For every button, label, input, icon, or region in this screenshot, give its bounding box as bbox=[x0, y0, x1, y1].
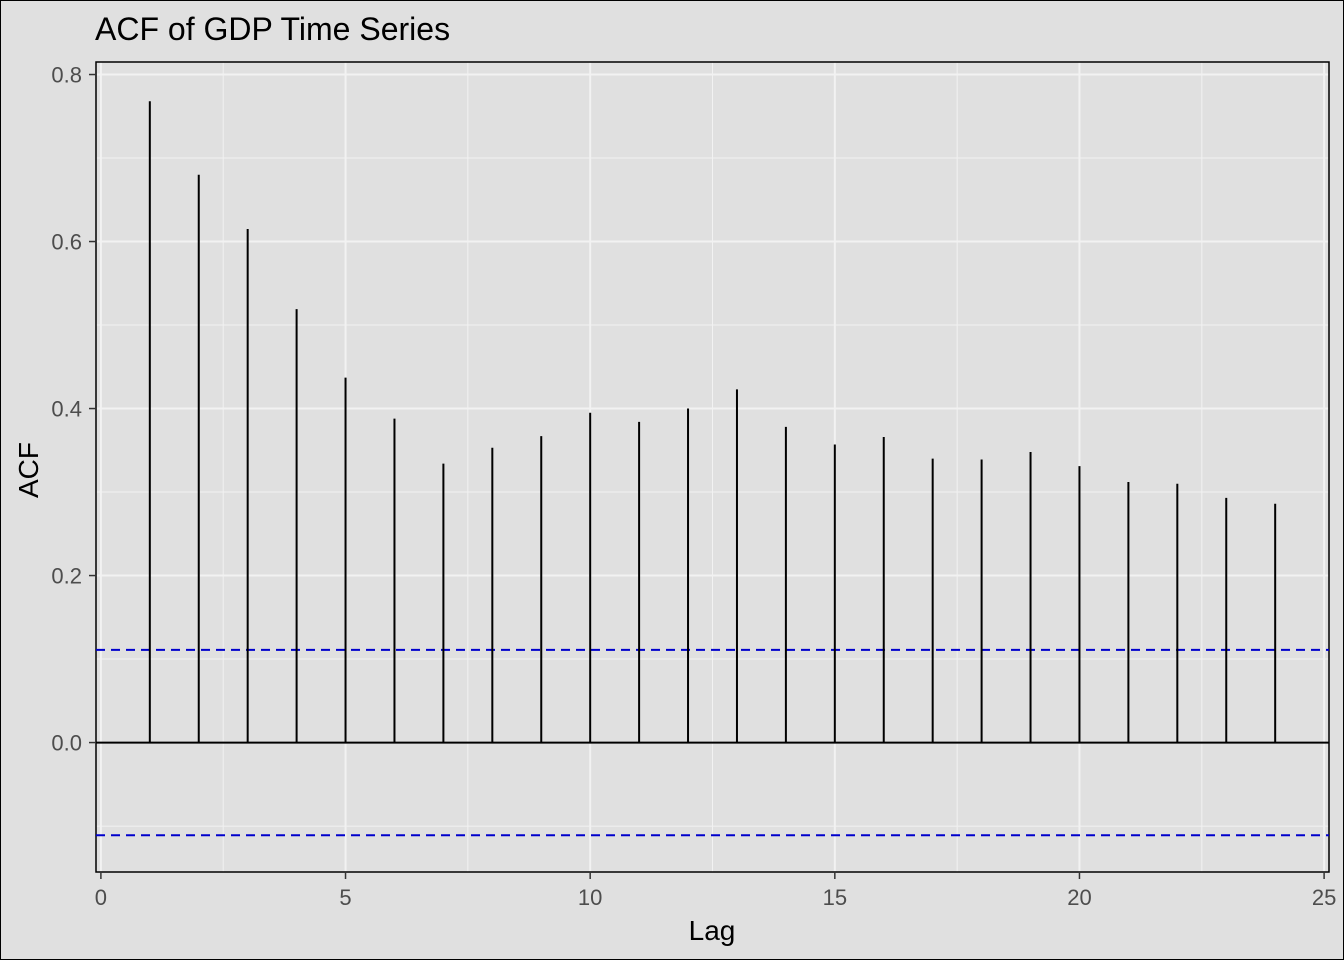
panel-border bbox=[95, 61, 1330, 873]
chart-title: ACF of GDP Time Series bbox=[95, 11, 450, 47]
x-axis-label: Lag bbox=[689, 915, 736, 946]
x-tick-label: 20 bbox=[1067, 885, 1091, 910]
y-tick-label: 0.4 bbox=[51, 397, 82, 422]
x-tick-label: 15 bbox=[823, 885, 847, 910]
y-tick-label: 0.6 bbox=[51, 230, 82, 255]
x-tick-label: 5 bbox=[339, 885, 351, 910]
x-tick-label: 0 bbox=[95, 885, 107, 910]
y-tick-label: 0.8 bbox=[51, 63, 82, 88]
grid-layer bbox=[96, 62, 1329, 872]
y-tick-label: 0.0 bbox=[51, 731, 82, 756]
y-axis-ticks: 0.0 0.2 0.4 0.6 0.8 bbox=[51, 63, 96, 756]
y-tick-label: 0.2 bbox=[51, 564, 82, 589]
confidence-bounds bbox=[96, 648, 1329, 837]
x-tick-label: 25 bbox=[1312, 885, 1336, 910]
x-axis-ticks: 0 5 10 15 20 25 bbox=[95, 872, 1336, 910]
x-tick-label: 10 bbox=[578, 885, 602, 910]
acf-bars bbox=[148, 101, 1277, 743]
y-axis-label: ACF bbox=[13, 442, 44, 498]
